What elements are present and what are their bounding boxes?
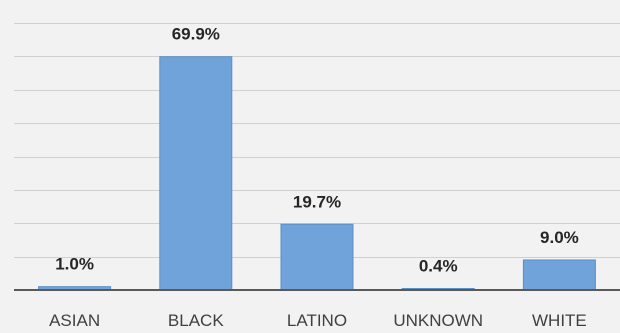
bar-white [522,259,596,291]
data-label-black: 69.9% [172,25,220,44]
bar-black [159,56,233,291]
x-axis-labels: ASIAN BLACK LATINO UNKNOWN WHITE [49,311,587,330]
data-label-latino: 19.7% [293,192,341,211]
x-tick-label-unknown: UNKNOWN [393,311,483,330]
data-labels: 1.0% 69.9% 19.7% 0.4% 9.0% [55,25,579,276]
data-label-asian: 1.0% [55,255,94,274]
data-label-white: 9.0% [540,228,579,247]
bar-latino [280,223,354,291]
gridlines [14,23,620,258]
x-tick-label-white: WHITE [532,311,587,330]
x-tick-label-latino: LATINO [287,311,347,330]
x-tick-label-black: BLACK [168,311,224,330]
bars [38,56,596,291]
x-tick-label-asian: ASIAN [49,311,100,330]
data-label-unknown: 0.4% [419,257,458,276]
